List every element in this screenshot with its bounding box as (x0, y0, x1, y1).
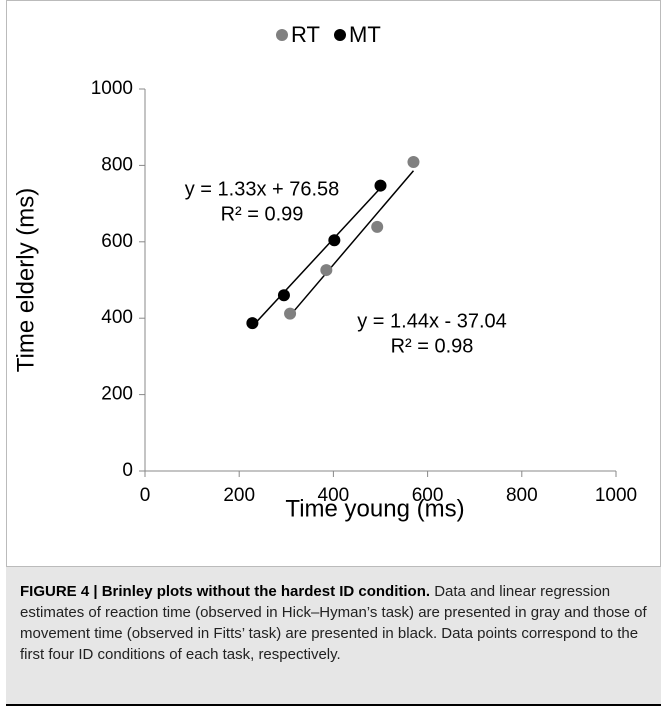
annotation: R² = 0.98 (391, 335, 474, 357)
x-tick-label: 1000 (595, 485, 637, 506)
y-tick-label: 200 (101, 384, 133, 405)
point (407, 155, 420, 168)
point (284, 307, 297, 320)
y-tick-label: 800 (101, 154, 133, 175)
point (371, 220, 384, 233)
caption: FIGURE 4 | Brinley plots without the har… (6, 567, 661, 706)
y-tick-label: 0 (122, 460, 133, 481)
frame (6, 0, 661, 567)
annotation: y = 1.44x - 37.04 (357, 310, 507, 332)
trendline (251, 187, 382, 327)
x-tick-label: 400 (318, 485, 350, 506)
x-tick-label: 800 (506, 485, 538, 506)
point (374, 179, 387, 192)
y-axis-title: Time elderly (ms) (12, 188, 39, 372)
y-tick-label: 600 (101, 231, 133, 252)
x-tick-label: 200 (223, 485, 255, 506)
annotation: R² = 0.99 (221, 203, 304, 225)
point (320, 264, 333, 277)
legend-label: MT (349, 22, 381, 47)
point (277, 289, 290, 302)
trendline (289, 170, 415, 317)
caption-title: FIGURE 4 | Brinley plots without the har… (20, 583, 431, 600)
y-tick-label: 1000 (91, 78, 133, 99)
x-tick-label: 600 (412, 485, 444, 506)
x-axis-title: Time young (ms) (285, 495, 464, 522)
y-tick-label: 400 (101, 307, 133, 328)
legend-label: RT (291, 22, 320, 47)
legend-marker (334, 29, 346, 41)
point (246, 317, 259, 330)
x-tick-label: 0 (140, 485, 151, 506)
legend-marker (276, 29, 288, 41)
caption-text: Data and linear regression estimates of … (20, 583, 647, 663)
chart: Time young (ms) Time elderly (ms) 0 200 40… (6, 0, 661, 567)
annotation: y = 1.33x + 76.58 (185, 178, 340, 200)
point (328, 234, 341, 247)
